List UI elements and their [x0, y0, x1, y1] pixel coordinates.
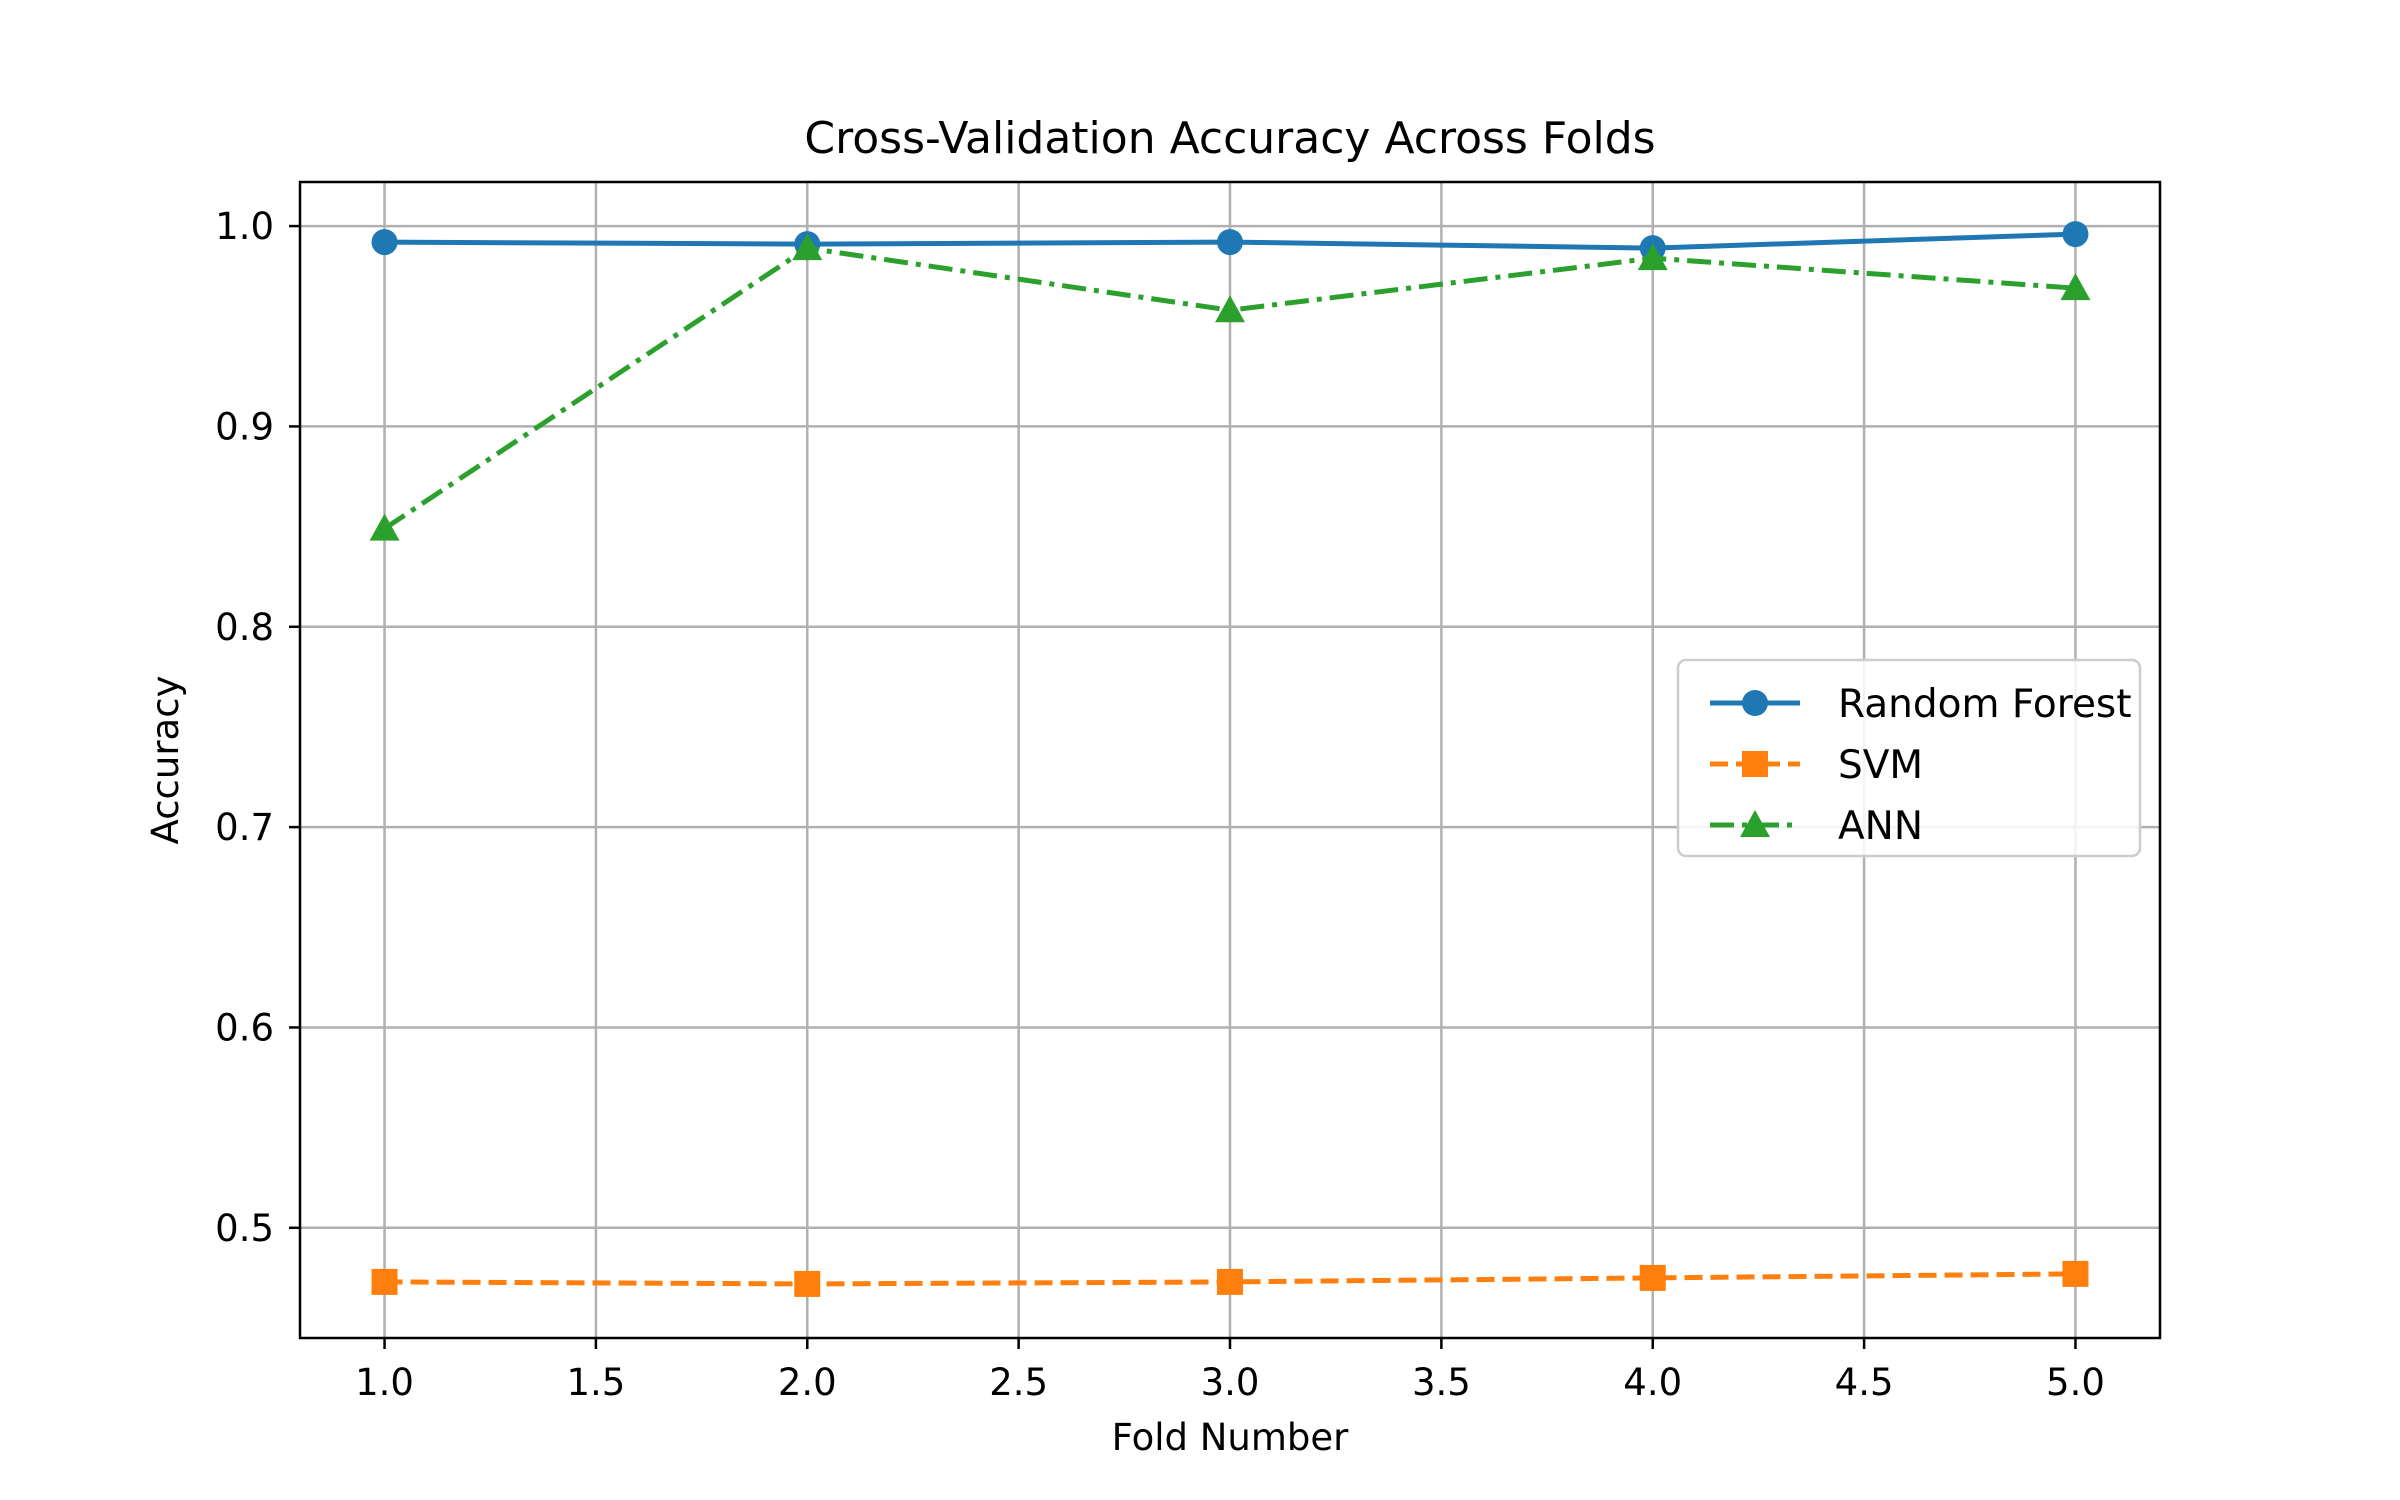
x-tick-label: 2.0: [778, 1361, 837, 1404]
chart-title: Cross-Validation Accuracy Across Folds: [804, 113, 1655, 164]
x-axis-label: Fold Number: [1112, 1416, 1350, 1459]
x-tick-label: 1.0: [355, 1361, 414, 1404]
data-point-ann: [2060, 273, 2091, 301]
y-tick-label: 0.7: [215, 806, 274, 849]
series-layer: [369, 221, 2091, 1297]
legend-label: SVM: [1838, 743, 1923, 788]
x-tick-label: 4.5: [1835, 1361, 1894, 1404]
x-tick-label: 3.0: [1201, 1361, 1260, 1404]
legend-item-svm: SVM: [1710, 743, 1923, 788]
x-tick-label: 1.5: [566, 1361, 625, 1404]
grid: [300, 182, 2160, 1338]
legend-label: ANN: [1838, 804, 1923, 849]
series-svm: [371, 1260, 2089, 1297]
y-axis-label: Accuracy: [144, 676, 187, 845]
series-ann: [369, 233, 2091, 541]
data-point-ann: [369, 513, 400, 541]
data-point-random-forest: [2062, 221, 2089, 248]
legend-label: Random Forest: [1838, 682, 2132, 727]
data-point-svm: [1639, 1264, 1666, 1291]
y-tick-label: 0.5: [215, 1207, 274, 1250]
data-point-svm: [1217, 1268, 1243, 1295]
legend-marker: [1742, 690, 1768, 716]
x-tick-label: 4.0: [1623, 1361, 1682, 1404]
legend-item-random-forest: Random Forest: [1710, 682, 2132, 727]
legend: Random Forest SVM ANN: [1676, 658, 2142, 858]
x-tick-label: 5.0: [2046, 1361, 2105, 1404]
data-point-ann: [1637, 243, 1668, 271]
legend-marker: [1742, 751, 1768, 777]
x-tick-label: 2.5: [989, 1361, 1048, 1404]
legend-item-ann: ANN: [1710, 804, 1923, 849]
data-point-random-forest: [1217, 229, 1243, 256]
y-tick-label: 1.0: [215, 205, 274, 248]
legend-box: [1676, 658, 2142, 858]
data-point-svm: [2062, 1260, 2089, 1287]
data-point-random-forest: [371, 229, 398, 256]
data-point-svm: [794, 1270, 821, 1297]
y-tick-label: 0.8: [215, 606, 274, 649]
data-point-ann: [792, 233, 823, 261]
y-tick-label: 0.6: [215, 1006, 274, 1049]
ticks: 1.0 1.5 2.0 2.5 3.0 3.5 4.0 4.5 5.0 0.5 0.6 0.7 0.8 0…: [215, 205, 2105, 1404]
data-point-ann: [1215, 295, 1245, 323]
series-random-forest: [371, 221, 2089, 262]
x-tick-label: 3.5: [1412, 1361, 1471, 1404]
y-tick-label: 0.9: [215, 405, 274, 448]
legend-marker: [1740, 810, 1770, 837]
data-point-svm: [371, 1268, 398, 1295]
